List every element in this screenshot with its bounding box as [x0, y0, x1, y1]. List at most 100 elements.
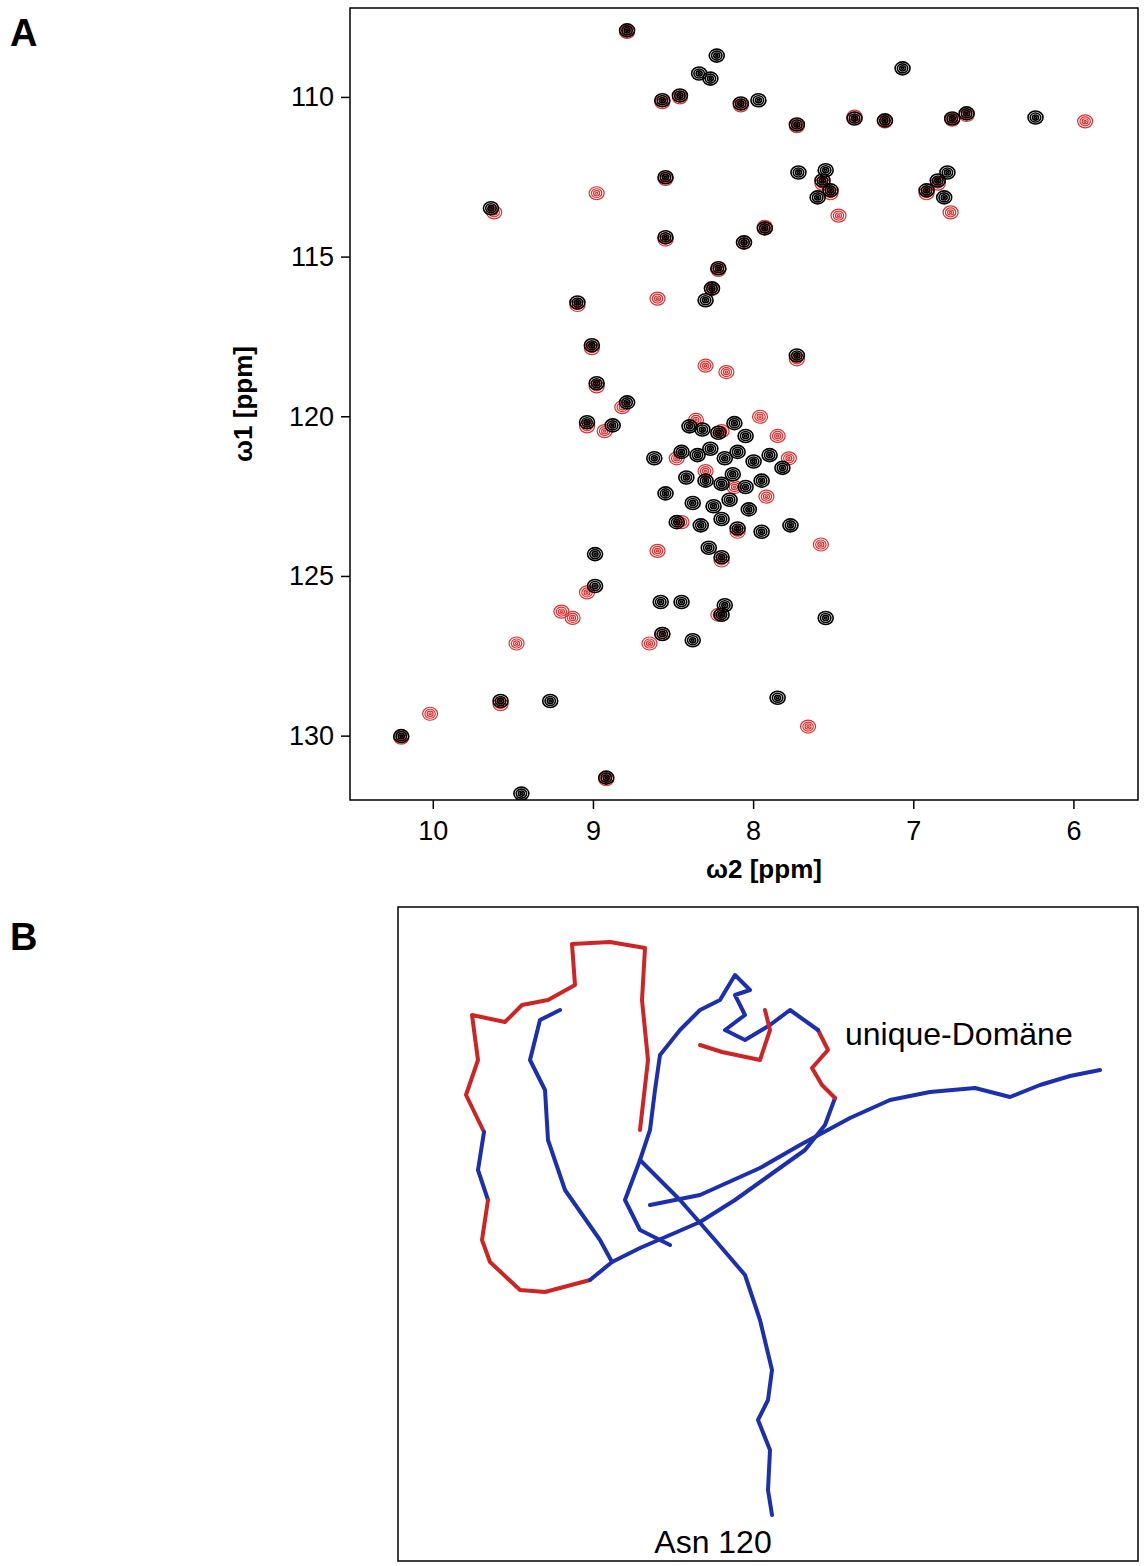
contour [725, 371, 727, 373]
peak [714, 551, 729, 564]
contour [651, 456, 657, 461]
contour [711, 262, 726, 275]
contour [792, 351, 802, 360]
peak [709, 49, 724, 62]
contour [591, 379, 601, 388]
peak [1078, 115, 1093, 128]
contour [648, 643, 650, 645]
contour [655, 548, 661, 553]
contour [706, 545, 712, 550]
contour [594, 191, 600, 196]
contour [709, 286, 715, 291]
peak [685, 497, 700, 510]
contour [704, 470, 706, 472]
contour [949, 116, 955, 121]
contour [733, 486, 735, 488]
contour [693, 519, 708, 532]
contour [647, 452, 662, 465]
contour [688, 425, 690, 427]
contour [741, 503, 756, 516]
contour [719, 481, 725, 486]
contour [692, 502, 694, 504]
contour [937, 191, 952, 204]
plot-frame [350, 8, 1138, 800]
contour [794, 122, 800, 127]
contour [772, 431, 782, 440]
peak [642, 637, 657, 650]
contour [965, 112, 967, 114]
contour [815, 195, 821, 200]
contour [711, 288, 713, 290]
contour [586, 421, 588, 423]
peak [423, 707, 438, 720]
contour [661, 633, 663, 635]
contour [796, 354, 798, 356]
x-tick-label: 6 [1066, 816, 1081, 846]
peak [698, 359, 713, 372]
contour [698, 523, 704, 528]
contour [818, 164, 833, 177]
contour [820, 544, 822, 546]
contour [751, 459, 757, 464]
contour [698, 72, 700, 74]
contour [725, 468, 740, 481]
contour [663, 175, 669, 180]
contour [946, 171, 948, 173]
contour [679, 599, 685, 604]
contour [722, 456, 728, 461]
peak [698, 474, 713, 487]
contour [511, 639, 521, 648]
contour [509, 637, 524, 650]
contour [877, 114, 892, 127]
contour [676, 521, 678, 523]
contour [738, 481, 753, 494]
contour [736, 451, 738, 453]
contour [674, 520, 680, 525]
contour [925, 189, 927, 191]
contour [661, 633, 663, 635]
contour [701, 541, 716, 554]
contour [701, 429, 703, 431]
contour [400, 735, 402, 737]
contour [777, 463, 787, 472]
contour [738, 101, 744, 106]
contour [679, 449, 685, 454]
contour [792, 120, 802, 129]
contour [653, 457, 655, 459]
structure-label: Asn 120 [654, 1524, 771, 1560]
contour [732, 473, 734, 475]
contour [716, 55, 718, 57]
contour [704, 365, 706, 367]
contour [672, 89, 687, 102]
contour [698, 474, 713, 487]
contour [554, 605, 569, 618]
contour [704, 543, 714, 552]
contour [720, 556, 722, 558]
contour [717, 432, 719, 434]
contour [660, 173, 670, 182]
contour [944, 170, 950, 175]
contour [570, 615, 576, 620]
peak [1028, 111, 1043, 124]
contour [877, 115, 892, 128]
contour [824, 169, 826, 171]
contour [514, 641, 520, 646]
contour [722, 493, 737, 506]
contour [949, 211, 951, 213]
peak [650, 544, 665, 557]
contour [605, 777, 607, 779]
y-axis-title: ω1 [ppm] [228, 346, 258, 462]
backbone-segment [612, 1098, 835, 1262]
contour [652, 294, 662, 303]
contour [847, 112, 862, 125]
contour [657, 629, 667, 638]
contour [719, 612, 725, 617]
peak [655, 94, 670, 107]
contour [558, 609, 564, 614]
contour [775, 433, 781, 438]
contour [704, 299, 706, 301]
contour [713, 264, 723, 273]
contour [943, 196, 945, 198]
contour [714, 512, 729, 525]
contour [483, 202, 498, 215]
